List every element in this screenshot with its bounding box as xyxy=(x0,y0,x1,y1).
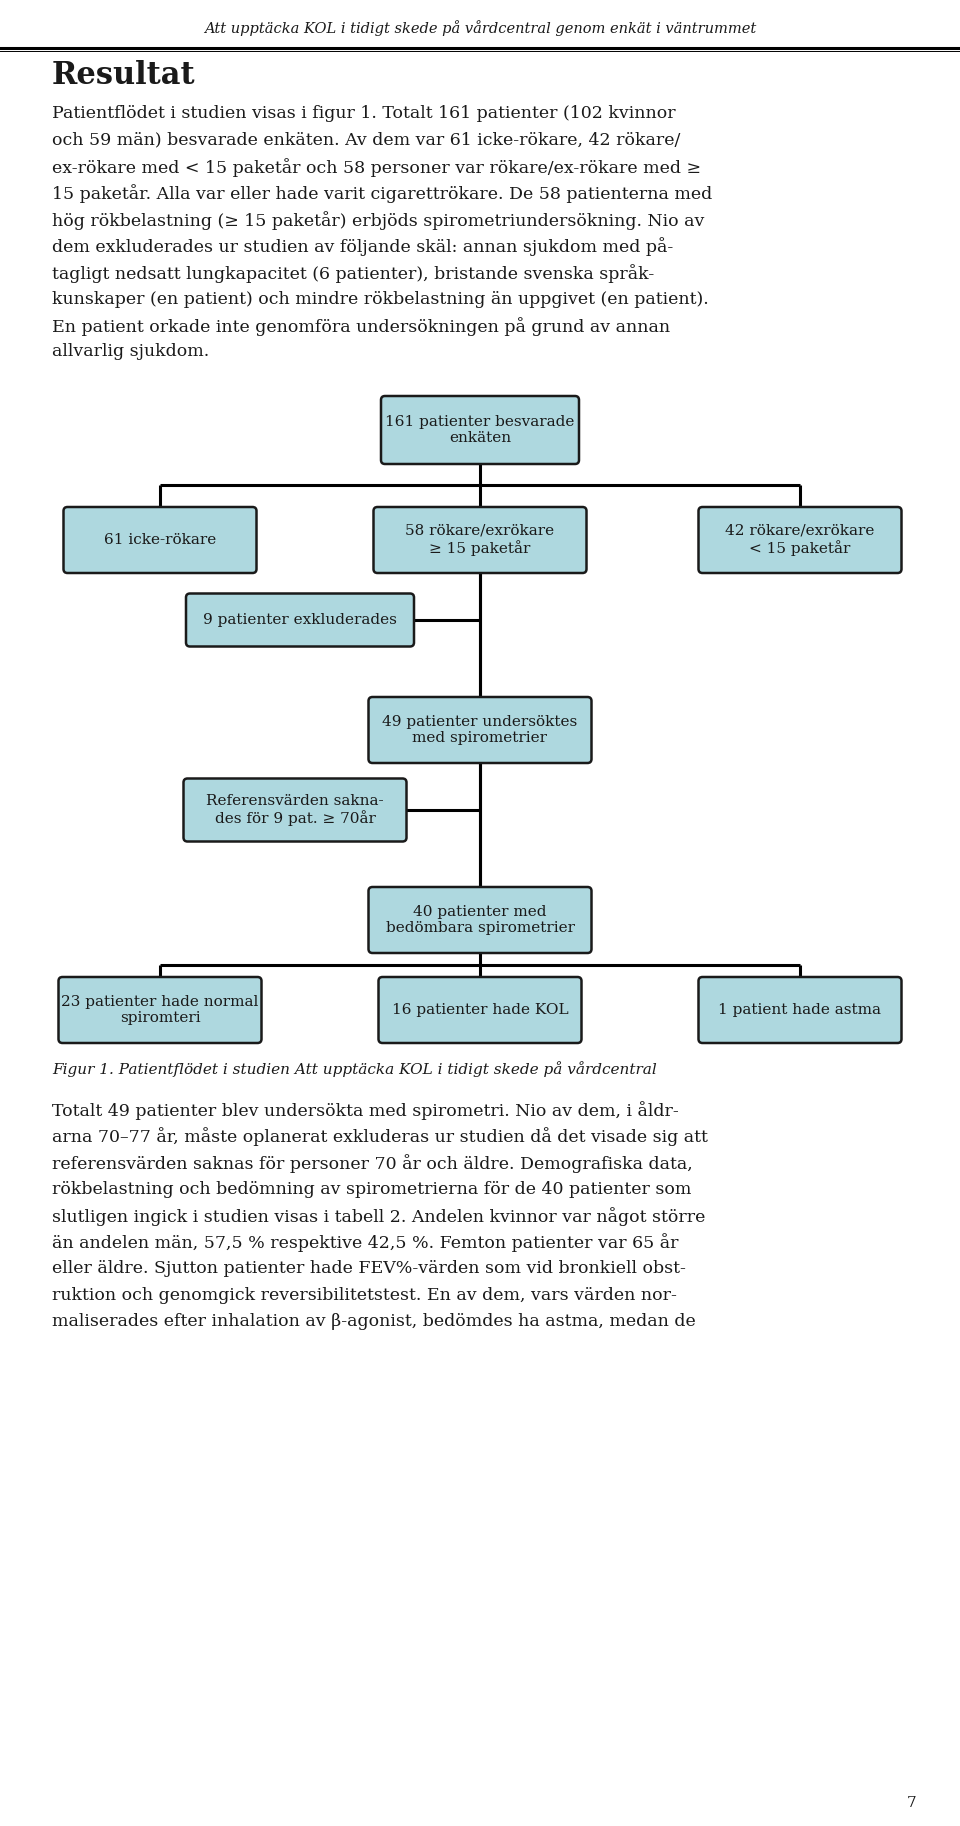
Text: 40 patienter med
bedömbara spirometrier: 40 patienter med bedömbara spirometrier xyxy=(386,906,574,935)
Text: 16 patienter hade KOL: 16 patienter hade KOL xyxy=(392,1002,568,1017)
Text: En patient orkade inte genomföra undersökningen på grund av annan: En patient orkade inte genomföra undersö… xyxy=(52,318,670,336)
FancyBboxPatch shape xyxy=(699,508,901,573)
Text: ex-rökare med < 15 paketår och 58 personer var rökare/ex-rökare med ≥: ex-rökare med < 15 paketår och 58 person… xyxy=(52,159,701,177)
Text: 58 rökare/exrökare
≥ 15 paketår: 58 rökare/exrökare ≥ 15 paketår xyxy=(405,524,555,557)
Text: Referensvärden sakna-
des för 9 pat. ≥ 70år: Referensvärden sakna- des för 9 pat. ≥ 7… xyxy=(206,794,384,825)
Text: Totalt 49 patienter blev undersökta med spirometri. Nio av dem, i åldr-: Totalt 49 patienter blev undersökta med … xyxy=(52,1101,679,1119)
Text: än andelen män, 57,5 % respektive 42,5 %. Femton patienter var 65 år: än andelen män, 57,5 % respektive 42,5 %… xyxy=(52,1234,679,1253)
Text: arna 70–77 år, måste oplanerat exkluderas ur studien då det visade sig att: arna 70–77 år, måste oplanerat exkludera… xyxy=(52,1127,708,1147)
Text: Figur 1. Patientflödet i studien Att upptäcka KOL i tidigt skede på vårdcentral: Figur 1. Patientflödet i studien Att upp… xyxy=(52,1061,657,1077)
Text: 7: 7 xyxy=(906,1797,916,1810)
FancyBboxPatch shape xyxy=(63,508,256,573)
Text: ruktion och genomgick reversibilitetstest. En av dem, vars värden nor-: ruktion och genomgick reversibilitetstes… xyxy=(52,1287,677,1304)
Text: kunskaper (en patient) och mindre rökbelastning än uppgivet (en patient).: kunskaper (en patient) och mindre rökbel… xyxy=(52,290,708,307)
Text: 15 paketår. Alla var eller hade varit cigarettrökare. De 58 patienterna med: 15 paketår. Alla var eller hade varit ci… xyxy=(52,184,712,203)
Text: Resultat: Resultat xyxy=(52,60,196,91)
FancyBboxPatch shape xyxy=(59,977,261,1043)
Text: referensvärden saknas för personer 70 år och äldre. Demografiska data,: referensvärden saknas för personer 70 år… xyxy=(52,1154,693,1172)
Text: maliserades efter inhalation av β-agonist, bedömdes ha astma, medan de: maliserades efter inhalation av β-agonis… xyxy=(52,1313,696,1329)
Text: och 59 män) besvarade enkäten. Av dem var 61 icke-rökare, 42 rökare/: och 59 män) besvarade enkäten. Av dem va… xyxy=(52,131,681,148)
FancyBboxPatch shape xyxy=(373,508,587,573)
FancyBboxPatch shape xyxy=(369,698,591,763)
Text: dem exkluderades ur studien av följande skäl: annan sjukdom med på-: dem exkluderades ur studien av följande … xyxy=(52,237,673,256)
Text: Patientflödet i studien visas i figur 1. Totalt 161 patienter (102 kvinnor: Patientflödet i studien visas i figur 1.… xyxy=(52,106,676,122)
Text: Att upptäcka KOL i tidigt skede på vårdcentral genom enkät i väntrummet: Att upptäcka KOL i tidigt skede på vårdc… xyxy=(204,20,756,37)
Text: hög rökbelastning (≥ 15 paketår) erbjöds spirometriundersökning. Nio av: hög rökbelastning (≥ 15 paketår) erbjöds… xyxy=(52,212,705,230)
Text: allvarlig sjukdom.: allvarlig sjukdom. xyxy=(52,343,209,360)
Text: 161 patienter besvarade
enkäten: 161 patienter besvarade enkäten xyxy=(385,415,575,446)
Text: 61 icke-rökare: 61 icke-rökare xyxy=(104,533,216,548)
FancyBboxPatch shape xyxy=(183,778,406,842)
Text: rökbelastning och bedömning av spirometrierna för de 40 patienter som: rökbelastning och bedömning av spirometr… xyxy=(52,1180,691,1198)
Text: 1 patient hade astma: 1 patient hade astma xyxy=(718,1002,881,1017)
FancyBboxPatch shape xyxy=(699,977,901,1043)
FancyBboxPatch shape xyxy=(186,593,414,646)
Text: eller äldre. Sjutton patienter hade FEV%-värden som vid bronkiell obst-: eller äldre. Sjutton patienter hade FEV%… xyxy=(52,1260,685,1276)
Text: 42 rökare/exrökare
< 15 paketår: 42 rökare/exrökare < 15 paketår xyxy=(726,524,875,557)
Text: slutligen ingick i studien visas i tabell 2. Andelen kvinnor var något större: slutligen ingick i studien visas i tabel… xyxy=(52,1207,706,1225)
Text: 49 patienter undersöktes
med spirometrier: 49 patienter undersöktes med spirometrie… xyxy=(382,716,578,745)
Text: 9 patienter exkluderades: 9 patienter exkluderades xyxy=(204,614,396,626)
Text: 23 patienter hade normal
spiromteri: 23 patienter hade normal spiromteri xyxy=(61,995,258,1024)
FancyBboxPatch shape xyxy=(378,977,582,1043)
FancyBboxPatch shape xyxy=(381,396,579,464)
FancyBboxPatch shape xyxy=(369,887,591,953)
Text: tagligt nedsatt lungkapacitet (6 patienter), bristande svenska språk-: tagligt nedsatt lungkapacitet (6 patient… xyxy=(52,265,655,283)
